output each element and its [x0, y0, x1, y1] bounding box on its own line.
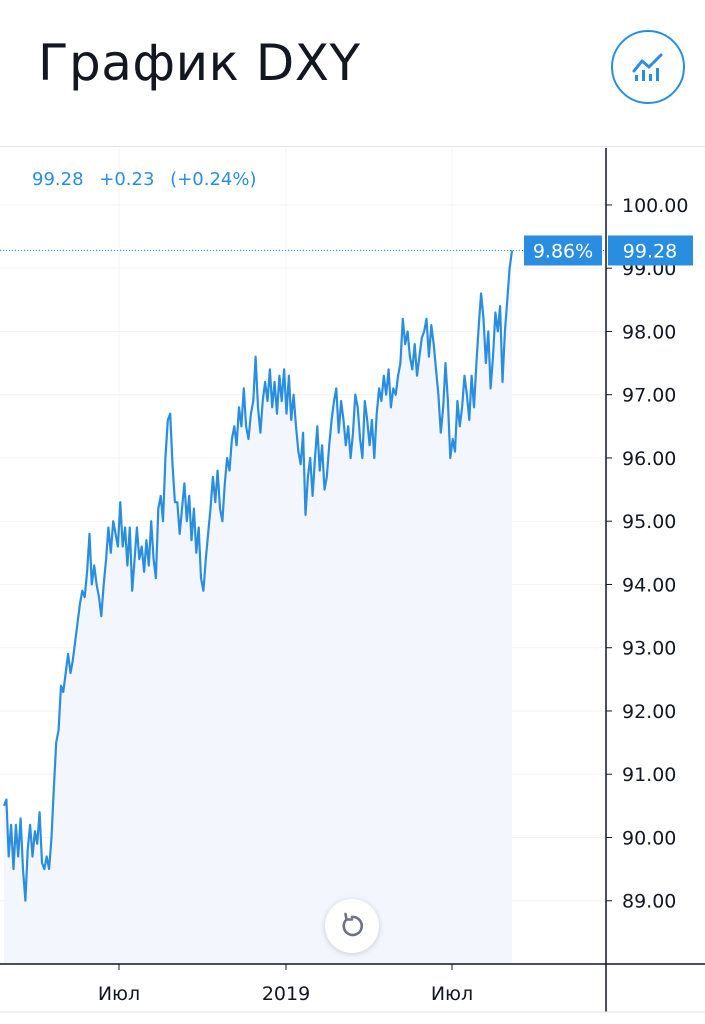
- y-tick-label: 92.00: [622, 701, 676, 723]
- page-title: График DXY: [38, 34, 361, 92]
- legend-change-pct: (+0.24%): [170, 169, 257, 190]
- replay-button[interactable]: [325, 899, 379, 953]
- price-area: [4, 250, 512, 964]
- x-tick-label: Июл: [431, 983, 473, 1005]
- y-tick-label: 94.00: [622, 574, 676, 596]
- x-tick-label: Июл: [98, 983, 140, 1005]
- chart-line-icon: [632, 53, 663, 81]
- price-badge-label: 99.28: [623, 240, 677, 262]
- y-tick-label: 97.00: [622, 385, 676, 407]
- percent-badge: [524, 235, 602, 266]
- y-tick-label: 89.00: [622, 891, 676, 913]
- x-tick-label: 2019: [262, 983, 310, 1005]
- chart-type-button[interactable]: [611, 30, 685, 104]
- y-tick-label: 93.00: [622, 638, 676, 660]
- y-tick-label: 90.00: [622, 827, 676, 849]
- percent-badge-label: 9.86%: [533, 240, 593, 262]
- refresh-icon: [342, 912, 364, 937]
- y-tick-label: 98.00: [622, 321, 676, 343]
- y-tick-label: 91.00: [622, 764, 676, 786]
- price-line: [2, 250, 514, 902]
- price-badge: [608, 235, 693, 266]
- header-divider: [0, 146, 705, 147]
- y-tick-label: 100.00: [622, 195, 688, 217]
- legend-price: 99.28: [32, 169, 84, 190]
- price-legend: 99.28 +0.23 (+0.24%): [32, 169, 266, 190]
- y-tick-label: 96.00: [622, 448, 676, 470]
- legend-change: +0.23: [99, 169, 155, 190]
- y-tick-label: 95.00: [622, 511, 676, 533]
